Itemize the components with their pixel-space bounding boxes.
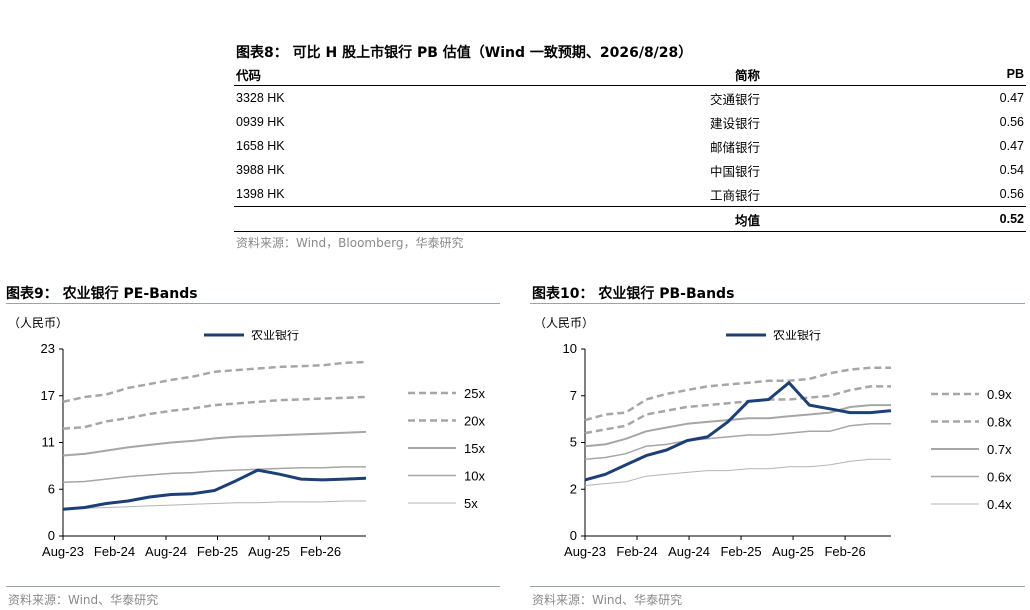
y-tick-label: 11 xyxy=(42,435,56,450)
cell-pb: 0.56 xyxy=(999,187,1024,201)
legend-label-25x: 25x xyxy=(464,386,485,401)
table-source: 资料来源：Wind，Bloomberg，华泰研究 xyxy=(236,236,464,250)
table-row: 1398 HK 工商银行 0.56 xyxy=(234,182,1026,207)
band-line-0.6x xyxy=(584,423,891,461)
left-unit-label: （人民币） xyxy=(8,316,69,330)
legend-label-0.7x: 0.7x xyxy=(987,442,1012,457)
x-tick-label: Feb-26 xyxy=(300,544,341,559)
cell-code: 1398 HK xyxy=(236,187,285,201)
main-series-line xyxy=(584,381,892,482)
cell-pb: 0.54 xyxy=(999,163,1024,177)
cell-empty xyxy=(234,206,458,232)
cell-pb: 0.56 xyxy=(999,115,1024,129)
cell-avg-value: 0.52 xyxy=(762,206,1026,232)
cell-code: 1658 HK xyxy=(236,139,285,153)
pb-table: 代码 简称 PB 3328 HK 交通银行 0.47 0939 HK 建设银行 … xyxy=(234,63,1026,232)
band-line-10x xyxy=(62,466,366,484)
x-tick-label: Feb-24 xyxy=(94,544,135,559)
cell-code: 3328 HK xyxy=(236,91,285,105)
y-tick-label: 17 xyxy=(41,388,55,403)
left-chart-title: 图表9： 农业银行 PE-Bands xyxy=(6,286,198,302)
y-tick-label: 23 xyxy=(41,341,55,356)
x-tick-label: Aug-24 xyxy=(145,544,187,559)
legend-label-0.8x: 0.8x xyxy=(987,415,1012,430)
cell-code: 0939 HK xyxy=(236,115,285,129)
right-title-rule xyxy=(530,303,1025,304)
right-source-rule xyxy=(530,586,1025,587)
band-line-25x xyxy=(62,360,367,404)
legend-label-0.9x: 0.9x xyxy=(987,387,1012,402)
cell-name: 工商银行 xyxy=(709,188,760,203)
right-source: 资料来源：Wind、华泰研究 xyxy=(532,593,683,607)
left-source-rule xyxy=(6,586,500,587)
legend-label-5x: 5x xyxy=(464,496,478,511)
cell-avg-label: 均值 xyxy=(458,206,762,232)
table-title: 图表8： 可比 H 股上市银行 PB 估值（Wind 一致预期、2026/8/2… xyxy=(236,45,693,61)
band-line-0.8x xyxy=(584,385,891,435)
right-unit-label: （人民币） xyxy=(534,316,595,330)
left-source: 资料来源：Wind、华泰研究 xyxy=(8,593,159,607)
col-header-code: 代码 xyxy=(234,63,458,86)
main-series-line xyxy=(62,468,367,511)
band-line-0.4x xyxy=(584,458,891,486)
left-title-rule xyxy=(6,303,500,304)
legend-label-0.4x: 0.4x xyxy=(987,497,1012,512)
y-tick-label: 2 xyxy=(570,481,577,496)
legend-label-20x: 20x xyxy=(464,414,485,429)
right-pb-bands-chart: 0 2 5 7 10 Aug-23 Feb-24 Aug-24 Feb-25 Aug-25 Feb-… xyxy=(563,330,1013,559)
y-tick-label: 7 xyxy=(570,388,577,403)
y-tick-label: 5 xyxy=(570,435,577,450)
y-tick-label: 6 xyxy=(48,481,55,496)
cell-name: 邮储银行 xyxy=(709,140,760,155)
legend-label-10x: 10x xyxy=(464,469,485,484)
table-row: 3988 HK 中国银行 0.54 xyxy=(234,158,1026,182)
table-row: 3328 HK 交通银行 0.47 xyxy=(234,86,1026,111)
band-line-0.9x xyxy=(584,366,891,422)
cell-name: 中国银行 xyxy=(709,164,760,179)
y-tick-label: 0 xyxy=(48,528,55,543)
cell-code: 3988 HK xyxy=(236,163,285,177)
table-row: 0939 HK 建设银行 0.56 xyxy=(234,110,1026,134)
x-tick-label: Aug-23 xyxy=(564,544,606,559)
x-tick-label: Feb-25 xyxy=(720,544,761,559)
col-header-name: 简称 xyxy=(458,63,762,86)
x-tick-label: Feb-25 xyxy=(197,544,238,559)
left-pe-bands-chart: 0 6 11 17 23 Aug-23 Feb-24 Aug-24 Feb-25 Aug-25 Fe… xyxy=(41,330,486,559)
x-tick-label: Aug-25 xyxy=(772,544,814,559)
y-tick-label: 0 xyxy=(570,528,577,543)
cell-pb: 0.47 xyxy=(999,139,1024,153)
right-chart-title: 图表10： 农业银行 PB-Bands xyxy=(532,286,735,302)
cell-name: 建设银行 xyxy=(709,116,760,131)
x-tick-label: Feb-24 xyxy=(616,544,657,559)
x-tick-label: Aug-25 xyxy=(248,544,290,559)
legend-label-15x: 15x xyxy=(464,441,485,456)
cell-name: 交通银行 xyxy=(709,92,760,107)
legend-label-main: 农业银行 xyxy=(251,330,299,342)
cell-pb: 0.47 xyxy=(999,91,1024,105)
table-header-row: 代码 简称 PB xyxy=(234,63,1026,86)
table-row: 1658 HK 邮储银行 0.47 xyxy=(234,134,1026,158)
legend-label-main: 农业银行 xyxy=(773,330,821,342)
band-line-20x xyxy=(62,395,367,430)
legend-label-0.6x: 0.6x xyxy=(987,470,1012,485)
band-line-15x xyxy=(62,430,367,457)
x-tick-label: Aug-24 xyxy=(668,544,710,559)
col-header-pb: PB xyxy=(762,63,1026,86)
x-tick-label: Aug-23 xyxy=(42,544,84,559)
table-average-row: 均值 0.52 xyxy=(234,206,1026,232)
y-tick-label: 10 xyxy=(563,341,577,356)
band-line-5x xyxy=(62,500,366,510)
x-tick-label: Feb-26 xyxy=(824,544,865,559)
